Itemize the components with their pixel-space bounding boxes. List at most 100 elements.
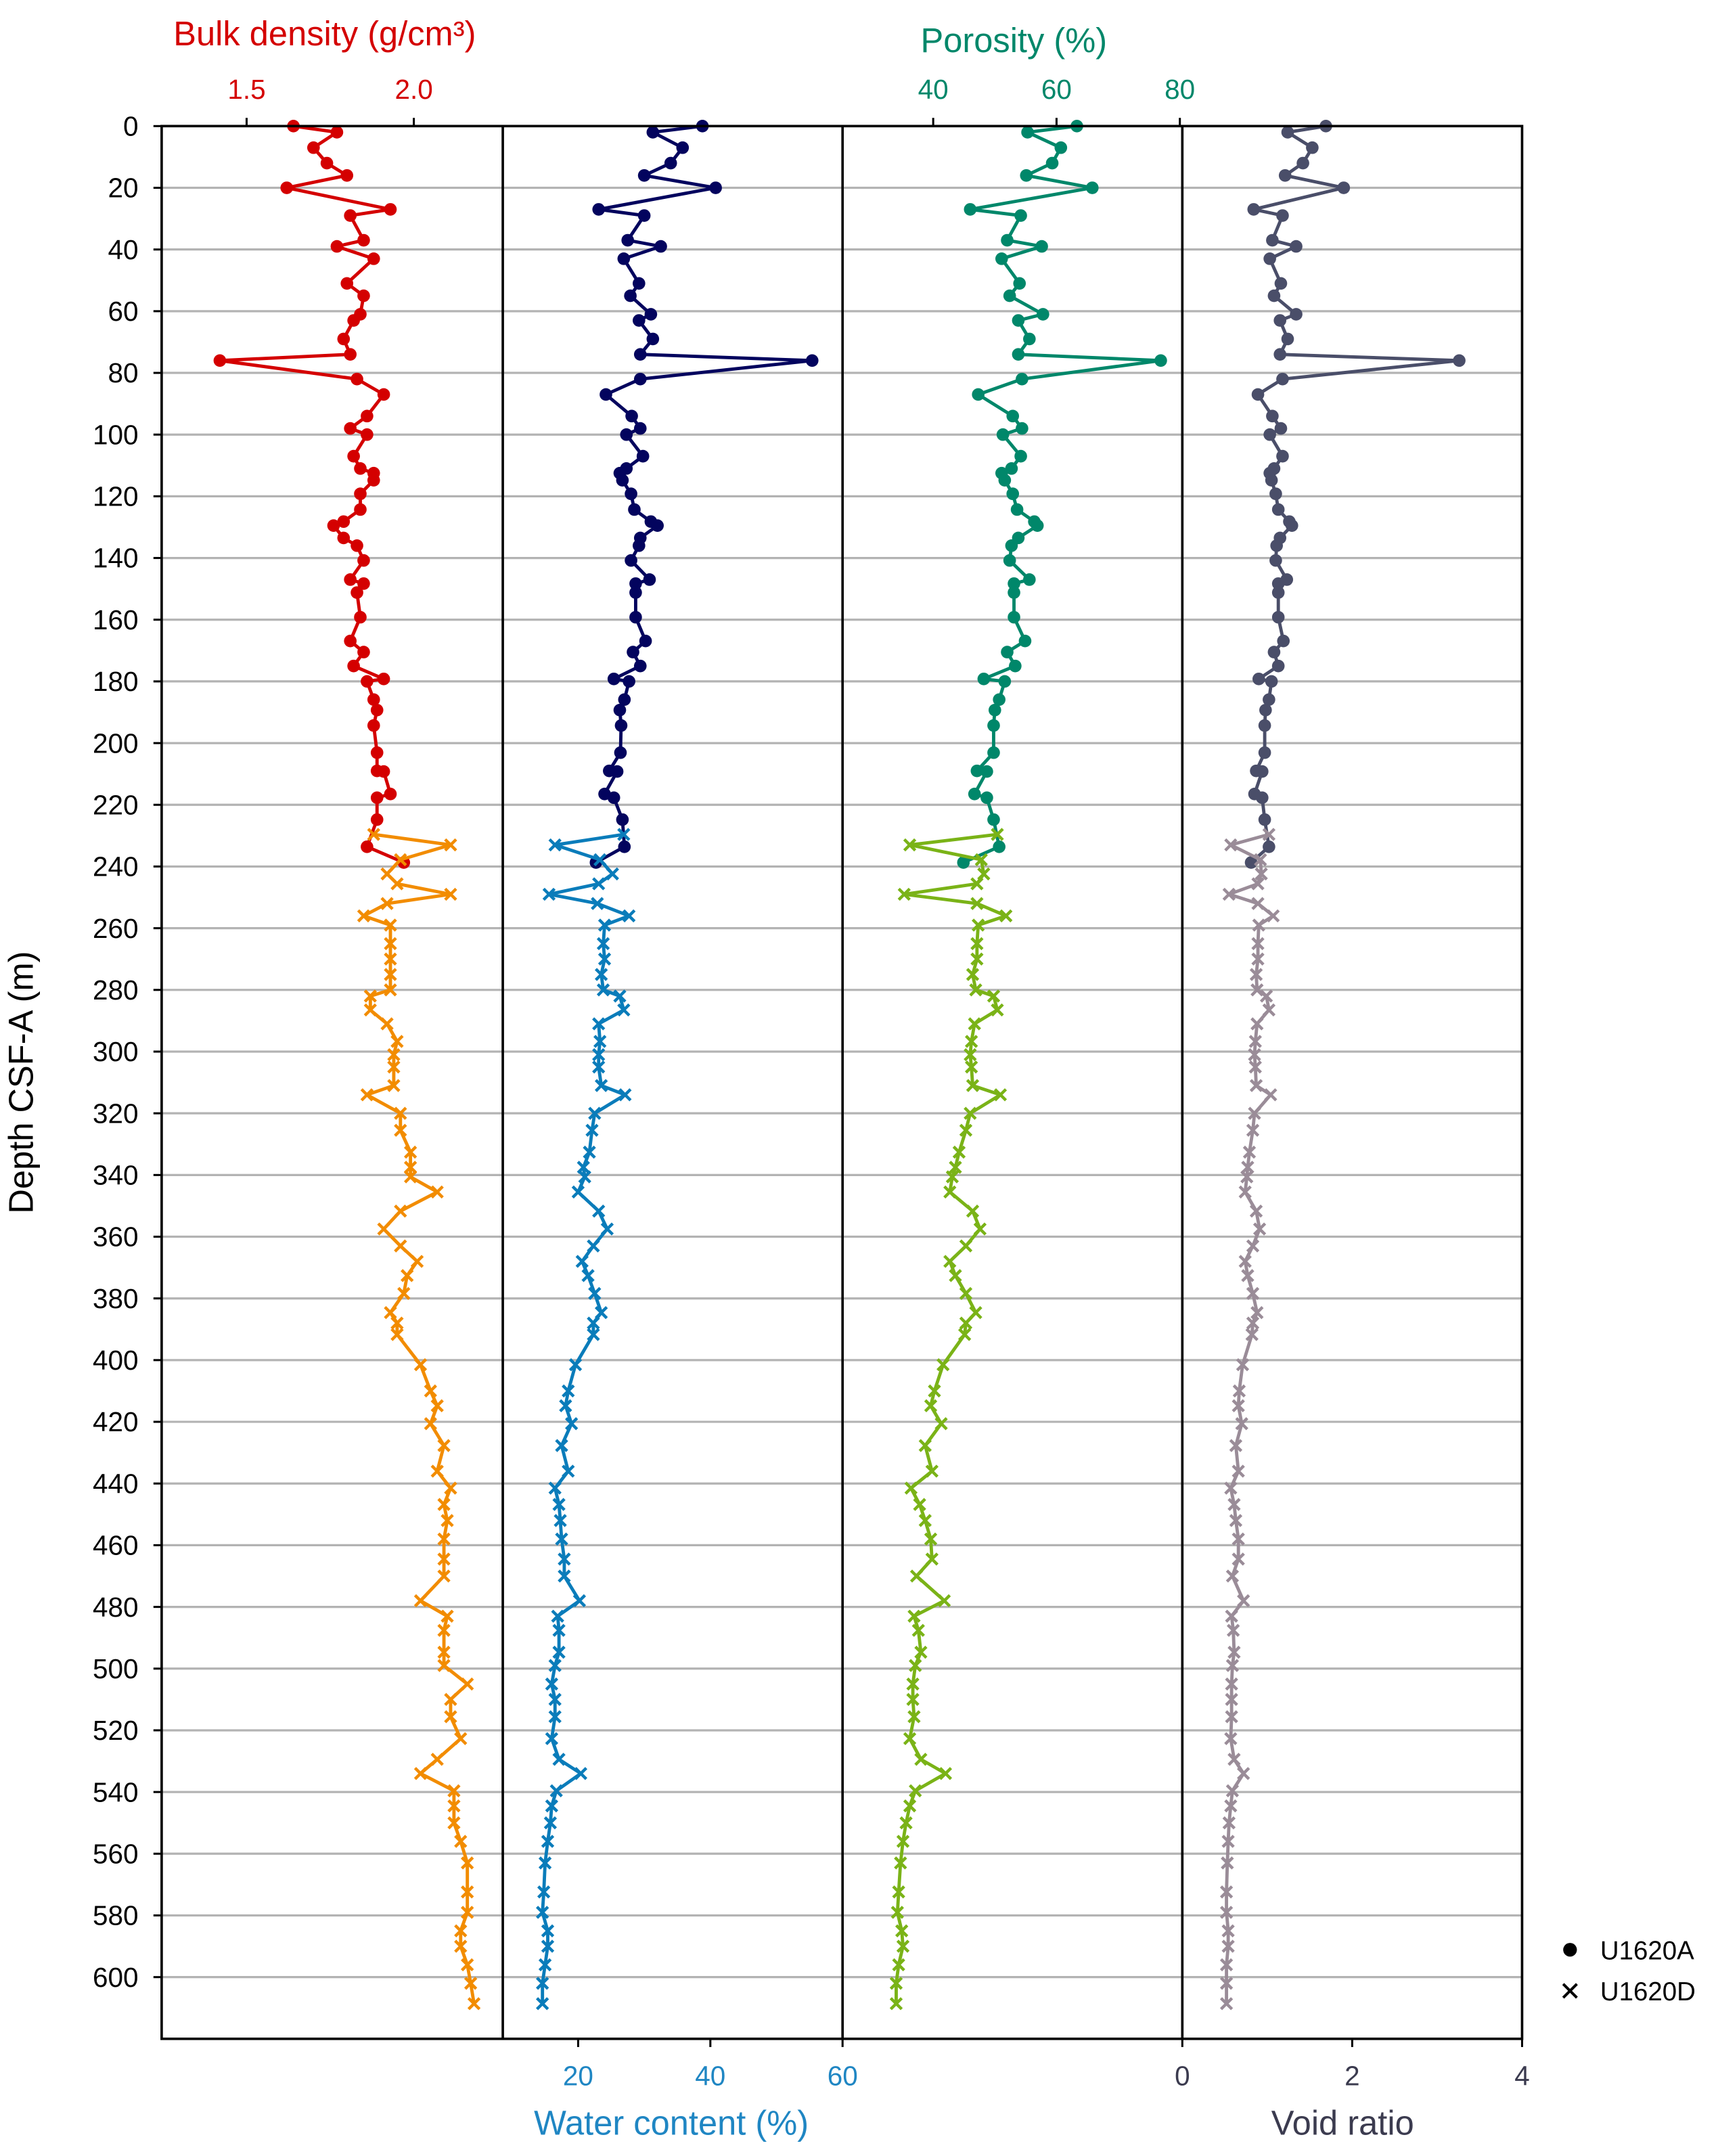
bulk-density-point	[454, 1939, 468, 1953]
porosity-point	[890, 1906, 904, 1919]
cross-stroke	[909, 1659, 922, 1672]
cross-stroke	[597, 952, 612, 966]
void-ratio-point	[1237, 1767, 1250, 1780]
cross-stroke	[1245, 1328, 1259, 1341]
porosity-x-tick-label: 60	[1041, 74, 1072, 105]
water-content-point	[625, 409, 638, 423]
porosity-point	[996, 428, 1010, 441]
cross-stroke	[384, 1305, 397, 1320]
cross-stroke	[1266, 909, 1280, 923]
void-ratio-point	[1246, 1239, 1260, 1253]
cross-stroke	[925, 1552, 939, 1566]
cross-stroke	[1227, 1498, 1241, 1511]
cross-stroke	[924, 1399, 938, 1413]
water-content-point	[541, 1835, 555, 1848]
cross-stroke	[574, 1767, 588, 1780]
void-ratio-point	[1296, 156, 1309, 170]
water-content-point	[618, 840, 631, 853]
legend: U1620A U1620D	[1562, 1936, 1696, 2006]
water-content-point	[597, 952, 612, 966]
bulk-density-point	[354, 487, 367, 501]
y-tick-label: 280	[93, 974, 139, 1006]
void-ratio-point	[1270, 539, 1283, 552]
void-ratio-point	[1241, 1269, 1254, 1282]
bulk-density-point	[454, 1732, 468, 1745]
void-ratio-point	[1281, 126, 1294, 139]
bulk-density-point	[384, 788, 397, 801]
porosity-point	[903, 1732, 917, 1745]
water-content-point	[548, 1659, 562, 1672]
porosity-point	[959, 1239, 973, 1253]
water-content-point	[594, 968, 608, 981]
y-tick-label: 120	[93, 481, 139, 512]
porosity-point	[964, 203, 977, 216]
cross-stroke	[914, 1753, 928, 1766]
bulk-density-point	[444, 1692, 457, 1707]
cross-stroke	[906, 1692, 920, 1707]
cross-stroke	[1250, 1305, 1264, 1320]
cross-stroke	[1264, 1088, 1278, 1102]
cross-stroke	[945, 1170, 959, 1184]
porosity-point	[999, 909, 1013, 923]
porosity-point	[966, 1079, 980, 1092]
void-ratio-point	[1262, 1003, 1276, 1017]
void-ratio-point	[1266, 409, 1279, 423]
cross-stroke	[936, 1358, 950, 1372]
cross-stroke	[1222, 887, 1236, 901]
porosity-point	[1005, 462, 1018, 475]
water-content-point	[654, 240, 667, 253]
cross-stroke	[384, 918, 397, 932]
y-tick-label: 580	[93, 1900, 139, 1931]
porosity-point	[1003, 554, 1016, 567]
porosity-point	[909, 1784, 922, 1797]
cross-stroke	[1254, 867, 1268, 881]
water-content-point	[646, 126, 660, 139]
porosity-point	[991, 1003, 1004, 1017]
cross-stroke	[430, 1464, 444, 1478]
cross-stroke	[1229, 1439, 1243, 1452]
porosity-point	[993, 693, 1005, 706]
porosity-axis-title: Porosity (%)	[920, 21, 1107, 60]
y-tick-label: 520	[93, 1715, 139, 1746]
cross-stroke	[548, 1710, 562, 1724]
cross-stroke	[1224, 1481, 1238, 1495]
bulk-density-point	[347, 449, 360, 463]
bulk-density-point	[367, 719, 380, 732]
bulk-density-point	[361, 675, 374, 688]
bulk-density-point	[447, 1784, 461, 1797]
water-content-point	[596, 937, 610, 951]
bulk-density-point	[461, 1677, 474, 1691]
water-content-point	[600, 1222, 614, 1236]
cross-stroke	[618, 1088, 632, 1102]
water-content-point	[548, 1481, 562, 1495]
cross-stroke	[896, 1835, 910, 1848]
water-content-point	[541, 1924, 555, 1937]
bulk-density-point	[363, 989, 378, 1003]
bulk-density-point	[340, 277, 354, 290]
y-tick-label: 40	[108, 234, 138, 265]
cross-stroke	[597, 918, 612, 932]
bulk-density-point	[280, 181, 294, 194]
cross-stroke	[1219, 1958, 1234, 1972]
void-ratio-point	[1245, 1328, 1259, 1341]
cross-stroke	[991, 1003, 1004, 1017]
porosity-point	[909, 1659, 922, 1672]
cross-stroke	[993, 1088, 1008, 1102]
porosity-point	[964, 1060, 978, 1074]
porosity-point	[1013, 277, 1026, 290]
water-content-point	[552, 1498, 566, 1511]
cross-stroke	[437, 1569, 451, 1583]
cross-stroke	[1252, 918, 1265, 932]
y-tick-label: 420	[93, 1406, 139, 1437]
bulk-density-point	[437, 1439, 451, 1452]
y-axis-title: Depth CSF-A (m)	[2, 951, 41, 1214]
water-content-point	[536, 1906, 549, 1919]
axes-frame	[153, 118, 1524, 2047]
cross-stroke	[1227, 1645, 1241, 1659]
y-tick-label: 140	[93, 543, 139, 574]
bulk-density-point	[377, 672, 390, 686]
water-content-point	[543, 1816, 558, 1830]
void-ratio-point	[1250, 1305, 1264, 1320]
water-content-point	[618, 1088, 632, 1102]
bulk-density-point	[430, 1753, 444, 1766]
